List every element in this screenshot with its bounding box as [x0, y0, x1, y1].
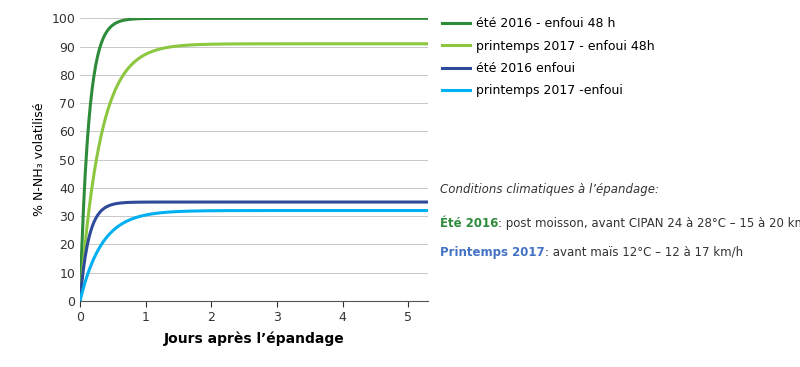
printemps 2017 - enfoui 48h [338, 41, 347, 46]
été 2016 enfoui [233, 200, 242, 204]
Text: : post moisson, avant CIPAN 24 à 28°C – 15 à 20 km/h: : post moisson, avant CIPAN 24 à 28°C – … [498, 217, 800, 229]
printemps 2017 -enfoui [137, 214, 146, 218]
été 2016 - enfoui 48 h [338, 16, 347, 21]
été 2016 - enfoui 48 h [423, 16, 433, 21]
printemps 2017 - enfoui 48h [307, 41, 317, 46]
printemps 2017 - enfoui 48h [423, 41, 433, 46]
Legend: été 2016 - enfoui 48 h, printemps 2017 - enfoui 48h, été 2016 enfoui, printemps : été 2016 - enfoui 48 h, printemps 2017 -… [442, 17, 654, 97]
printemps 2017 -enfoui [233, 208, 242, 213]
printemps 2017 -enfoui [165, 210, 174, 214]
printemps 2017 -enfoui [75, 299, 85, 303]
printemps 2017 -enfoui [307, 208, 317, 213]
été 2016 enfoui [137, 200, 146, 204]
printemps 2017 - enfoui 48h [75, 299, 85, 303]
Text: Conditions climatiques à l’épandage:: Conditions climatiques à l’épandage: [440, 184, 659, 196]
été 2016 - enfoui 48 h [280, 16, 290, 21]
printemps 2017 - enfoui 48h [280, 41, 290, 46]
été 2016 - enfoui 48 h [403, 16, 413, 21]
été 2016 enfoui [423, 200, 433, 204]
été 2016 enfoui [280, 200, 290, 204]
printemps 2017 -enfoui [423, 208, 433, 213]
été 2016 enfoui [75, 299, 85, 303]
Line: été 2016 - enfoui 48 h: été 2016 - enfoui 48 h [80, 18, 428, 301]
Text: Été 2016: Été 2016 [440, 217, 498, 229]
été 2016 enfoui [403, 200, 413, 204]
printemps 2017 -enfoui [280, 208, 290, 213]
été 2016 - enfoui 48 h [75, 299, 85, 303]
été 2016 enfoui [307, 200, 317, 204]
printemps 2017 -enfoui [338, 208, 347, 213]
printemps 2017 - enfoui 48h [233, 42, 242, 46]
Line: printemps 2017 -enfoui: printemps 2017 -enfoui [80, 211, 428, 301]
été 2016 enfoui [338, 200, 347, 204]
été 2016 - enfoui 48 h [165, 16, 174, 21]
été 2016 enfoui [165, 200, 174, 204]
Text: : avant maïs 12°C – 12 à 17 km/h: : avant maïs 12°C – 12 à 17 km/h [545, 246, 742, 259]
Line: été 2016 enfoui: été 2016 enfoui [80, 202, 428, 301]
Line: printemps 2017 - enfoui 48h: printemps 2017 - enfoui 48h [80, 44, 428, 301]
printemps 2017 - enfoui 48h [137, 54, 146, 59]
Text: Printemps 2017: Printemps 2017 [440, 246, 545, 259]
été 2016 - enfoui 48 h [137, 17, 146, 21]
été 2016 - enfoui 48 h [307, 16, 317, 21]
printemps 2017 - enfoui 48h [165, 45, 174, 49]
X-axis label: Jours après l’épandage: Jours après l’épandage [164, 331, 344, 346]
été 2016 - enfoui 48 h [233, 16, 242, 21]
Y-axis label: % N-NH₃ volatilisé: % N-NH₃ volatilisé [33, 103, 46, 217]
